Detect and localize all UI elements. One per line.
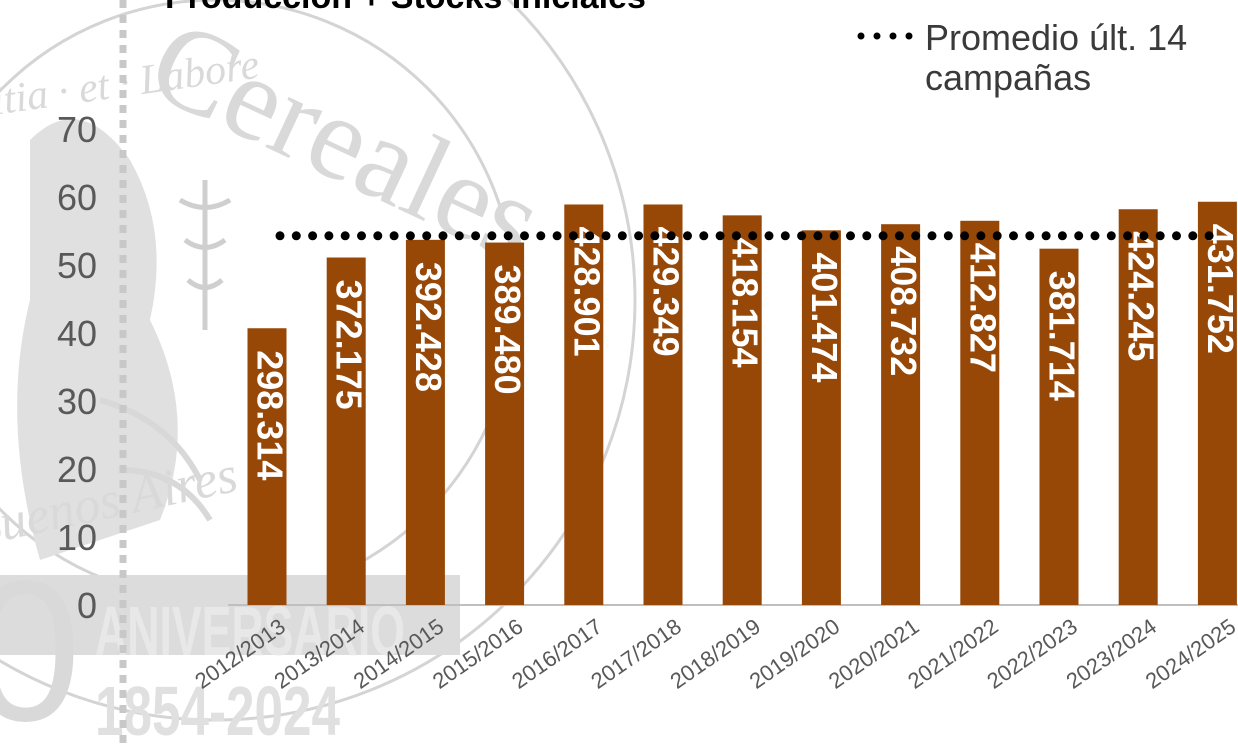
bars bbox=[247, 201, 1237, 606]
bar-data-label: 408.732 bbox=[883, 246, 924, 376]
anniversary-years: 1854-2024 bbox=[95, 672, 340, 744]
y-axis: 0 10 20 30 40 50 60 70 bbox=[57, 109, 97, 626]
bar bbox=[722, 215, 762, 606]
y-tick-label: 40 bbox=[57, 313, 97, 354]
y-tick-label: 0 bbox=[77, 585, 97, 626]
bar bbox=[564, 204, 604, 606]
bar-data-label: 424.245 bbox=[1121, 231, 1162, 361]
bar bbox=[643, 204, 683, 606]
y-tick-label: 70 bbox=[57, 109, 97, 150]
bar-data-label: 298.314 bbox=[249, 350, 290, 480]
anniversary-banner bbox=[0, 575, 460, 655]
bar bbox=[247, 328, 287, 605]
bar-data-label: 418.154 bbox=[725, 237, 766, 367]
bar-data-label: 428.901 bbox=[566, 226, 607, 356]
bar-data-label: 412.827 bbox=[962, 243, 1003, 373]
bar bbox=[1039, 248, 1079, 605]
bar-data-label: 389.480 bbox=[487, 265, 528, 395]
seal-figure-silhouette bbox=[17, 119, 178, 560]
y-tick-label: 20 bbox=[57, 449, 97, 490]
anniversary-number: 0 bbox=[0, 540, 81, 744]
x-tick-label: 2024/2025 bbox=[1141, 614, 1238, 694]
bar bbox=[960, 220, 1000, 606]
bar-data-label: 372.175 bbox=[329, 280, 370, 410]
wheat-icon bbox=[99, 397, 213, 522]
y-tick-label: 30 bbox=[57, 381, 97, 422]
bar bbox=[485, 242, 525, 605]
bar bbox=[1118, 209, 1158, 606]
bar bbox=[881, 224, 921, 605]
bar-data-label: 431.752 bbox=[1200, 224, 1238, 354]
bar-data-label: 429.349 bbox=[645, 226, 686, 356]
chart-title: Producción + Stocks Iniciales bbox=[165, 0, 646, 17]
bar bbox=[405, 239, 445, 605]
legend-dotted-line-icon bbox=[857, 32, 925, 40]
bar-labels: 298.314 372.175 392.428 389.480 428.901 429.3… bbox=[249, 224, 1238, 481]
caduceus-icon bbox=[178, 180, 232, 330]
bar-data-label: 392.428 bbox=[408, 262, 449, 392]
y-tick-label: 50 bbox=[57, 245, 97, 286]
bar bbox=[1197, 201, 1237, 605]
legend: Promedio últ. 14 campañas bbox=[855, 18, 1238, 98]
bar-data-label: 381.714 bbox=[1041, 271, 1082, 401]
y-tick-label: 10 bbox=[57, 517, 97, 558]
y-tick-label: 60 bbox=[57, 177, 97, 218]
bar bbox=[326, 257, 366, 605]
bar bbox=[801, 230, 841, 605]
seal-outer-ring bbox=[0, 0, 637, 722]
legend-label: Promedio últ. 14 campañas bbox=[925, 17, 1188, 98]
x-axis: 2012/20132013/20142014/20152015/20162016… bbox=[190, 614, 1238, 694]
bar-data-label: 401.474 bbox=[804, 252, 845, 382]
